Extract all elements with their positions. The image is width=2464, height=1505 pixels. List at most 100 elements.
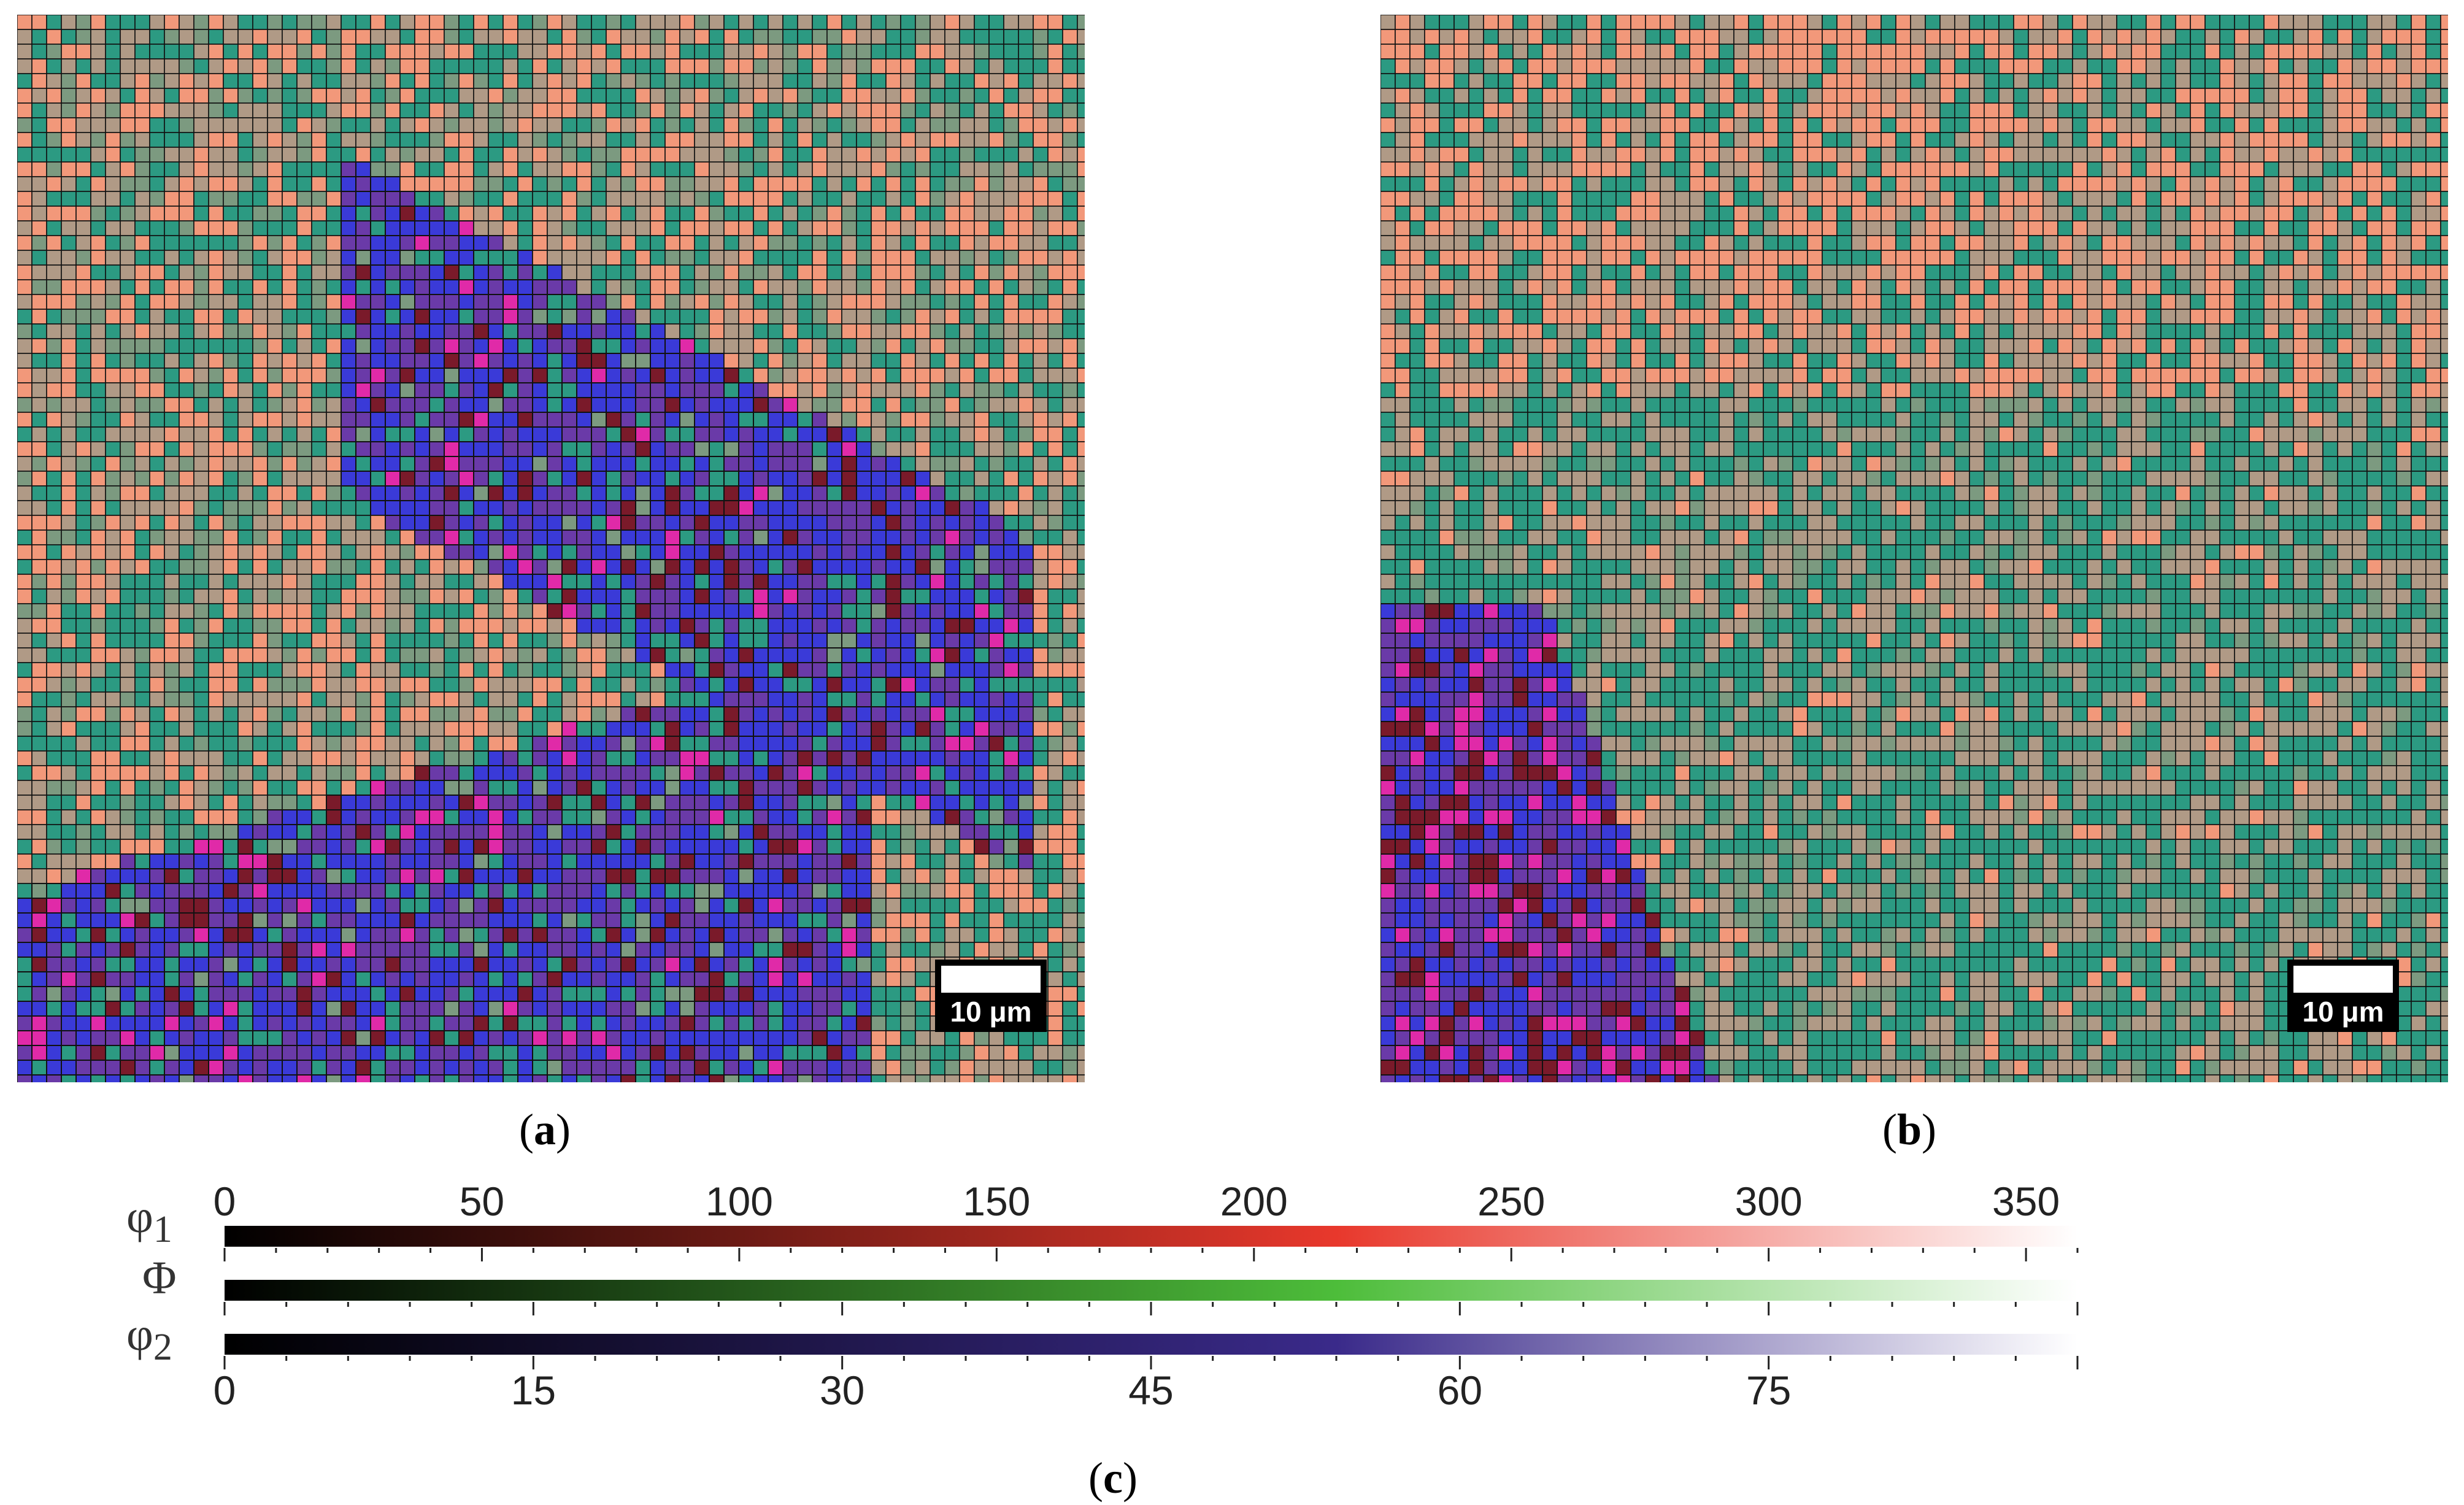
grain	[620, 544, 636, 560]
grain	[311, 264, 327, 280]
grain	[650, 456, 666, 472]
grain	[576, 736, 592, 752]
grain	[282, 721, 298, 737]
grain	[944, 206, 960, 221]
grain	[650, 471, 666, 487]
grain	[1062, 88, 1078, 104]
grain	[193, 426, 209, 442]
grain	[1033, 618, 1049, 634]
grain	[414, 132, 430, 148]
grain	[341, 795, 356, 810]
grain	[900, 559, 916, 575]
grain	[944, 691, 960, 707]
grain	[296, 250, 312, 266]
grain	[179, 44, 194, 60]
grain	[797, 750, 813, 766]
grain	[90, 765, 106, 781]
grain	[267, 721, 283, 737]
grain	[90, 323, 106, 339]
grain	[547, 912, 563, 928]
grain	[252, 588, 268, 604]
grain	[856, 544, 872, 560]
grain	[561, 736, 577, 752]
grain	[458, 618, 474, 634]
grain	[826, 412, 842, 428]
grain	[193, 73, 209, 89]
grain	[797, 397, 813, 413]
grain	[46, 986, 62, 1002]
grain	[871, 353, 887, 369]
grain	[871, 912, 887, 928]
grain	[164, 279, 180, 295]
grain	[355, 647, 371, 663]
grain	[237, 750, 253, 766]
grain	[46, 721, 62, 737]
grain	[679, 382, 695, 398]
grain	[385, 824, 401, 840]
grain	[458, 809, 474, 825]
grain	[797, 559, 813, 575]
grain	[532, 88, 548, 104]
grain	[385, 15, 401, 30]
grain	[1003, 250, 1019, 266]
grain	[988, 147, 1004, 163]
grain	[208, 618, 224, 634]
grain	[311, 927, 327, 943]
grain	[709, 44, 725, 60]
grain	[399, 647, 415, 663]
grain	[753, 88, 769, 104]
grain	[1062, 1001, 1078, 1017]
grain	[134, 73, 150, 89]
grain	[915, 279, 931, 295]
grain	[723, 220, 739, 236]
grain	[134, 368, 150, 383]
grain	[709, 206, 725, 221]
grain	[502, 117, 518, 133]
grain	[370, 647, 386, 663]
grain	[355, 368, 371, 383]
grain	[488, 927, 504, 943]
grain	[606, 338, 622, 354]
grain	[120, 264, 136, 280]
grain	[105, 691, 121, 707]
grain	[1047, 441, 1063, 457]
grain	[1062, 544, 1078, 560]
grain	[606, 515, 622, 531]
grain	[193, 691, 209, 707]
grain	[149, 44, 165, 60]
grain	[959, 117, 975, 133]
grain	[17, 588, 33, 604]
grain	[576, 264, 592, 280]
grain	[326, 912, 342, 928]
grain	[517, 1001, 533, 1017]
grain	[355, 29, 371, 45]
grain	[532, 132, 548, 148]
grain	[341, 206, 356, 221]
grain	[606, 677, 622, 693]
grain	[591, 294, 607, 310]
grain	[547, 250, 563, 266]
grain	[488, 750, 504, 766]
grain	[606, 368, 622, 383]
grain	[311, 397, 327, 413]
grain	[208, 736, 224, 752]
grain	[458, 309, 474, 325]
grain	[782, 368, 798, 383]
grain	[311, 250, 327, 266]
grain	[282, 279, 298, 295]
grain	[458, 176, 474, 192]
grain	[871, 824, 887, 840]
grain	[738, 544, 754, 560]
grain	[606, 58, 622, 74]
grain	[561, 971, 577, 987]
grain	[988, 647, 1004, 663]
grain	[944, 44, 960, 60]
grain	[959, 868, 975, 884]
grain	[532, 912, 548, 928]
grain	[444, 73, 460, 89]
grain	[296, 618, 312, 634]
grain	[414, 677, 430, 693]
grain	[561, 942, 577, 958]
grain	[120, 15, 136, 30]
grain	[856, 264, 872, 280]
